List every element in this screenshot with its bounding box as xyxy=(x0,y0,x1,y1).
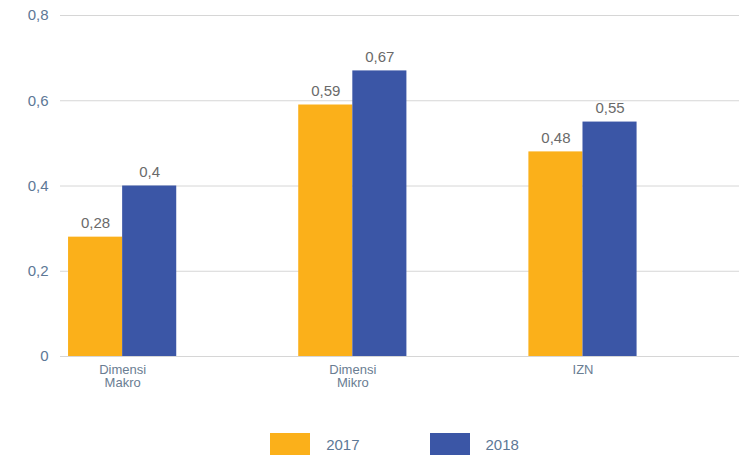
svg-text:DimensiMikro: DimensiMikro xyxy=(329,362,376,390)
html-text:2018: 2018 xyxy=(485,435,519,453)
svg-text:0,59: 0,59 xyxy=(311,82,340,99)
svg-text:IZN: IZN xyxy=(573,362,594,377)
svg-text:DimensiMakro: DimensiMakro xyxy=(99,362,146,390)
svg-text:0,6: 0,6 xyxy=(28,92,49,109)
svg-text:0,48: 0,48 xyxy=(541,129,570,146)
svg-text:0,4: 0,4 xyxy=(139,163,160,180)
svg-text:0,4: 0,4 xyxy=(28,177,49,194)
svg-text:0: 0 xyxy=(40,347,48,364)
svg-text:0,28: 0,28 xyxy=(81,214,110,231)
html-text:2017: 2017 xyxy=(326,435,360,453)
svg-text:0,55: 0,55 xyxy=(595,99,624,116)
svg-text:0,2: 0,2 xyxy=(28,262,49,279)
svg-text:0,8: 0,8 xyxy=(28,6,49,23)
svg-text:0,67: 0,67 xyxy=(365,48,394,65)
